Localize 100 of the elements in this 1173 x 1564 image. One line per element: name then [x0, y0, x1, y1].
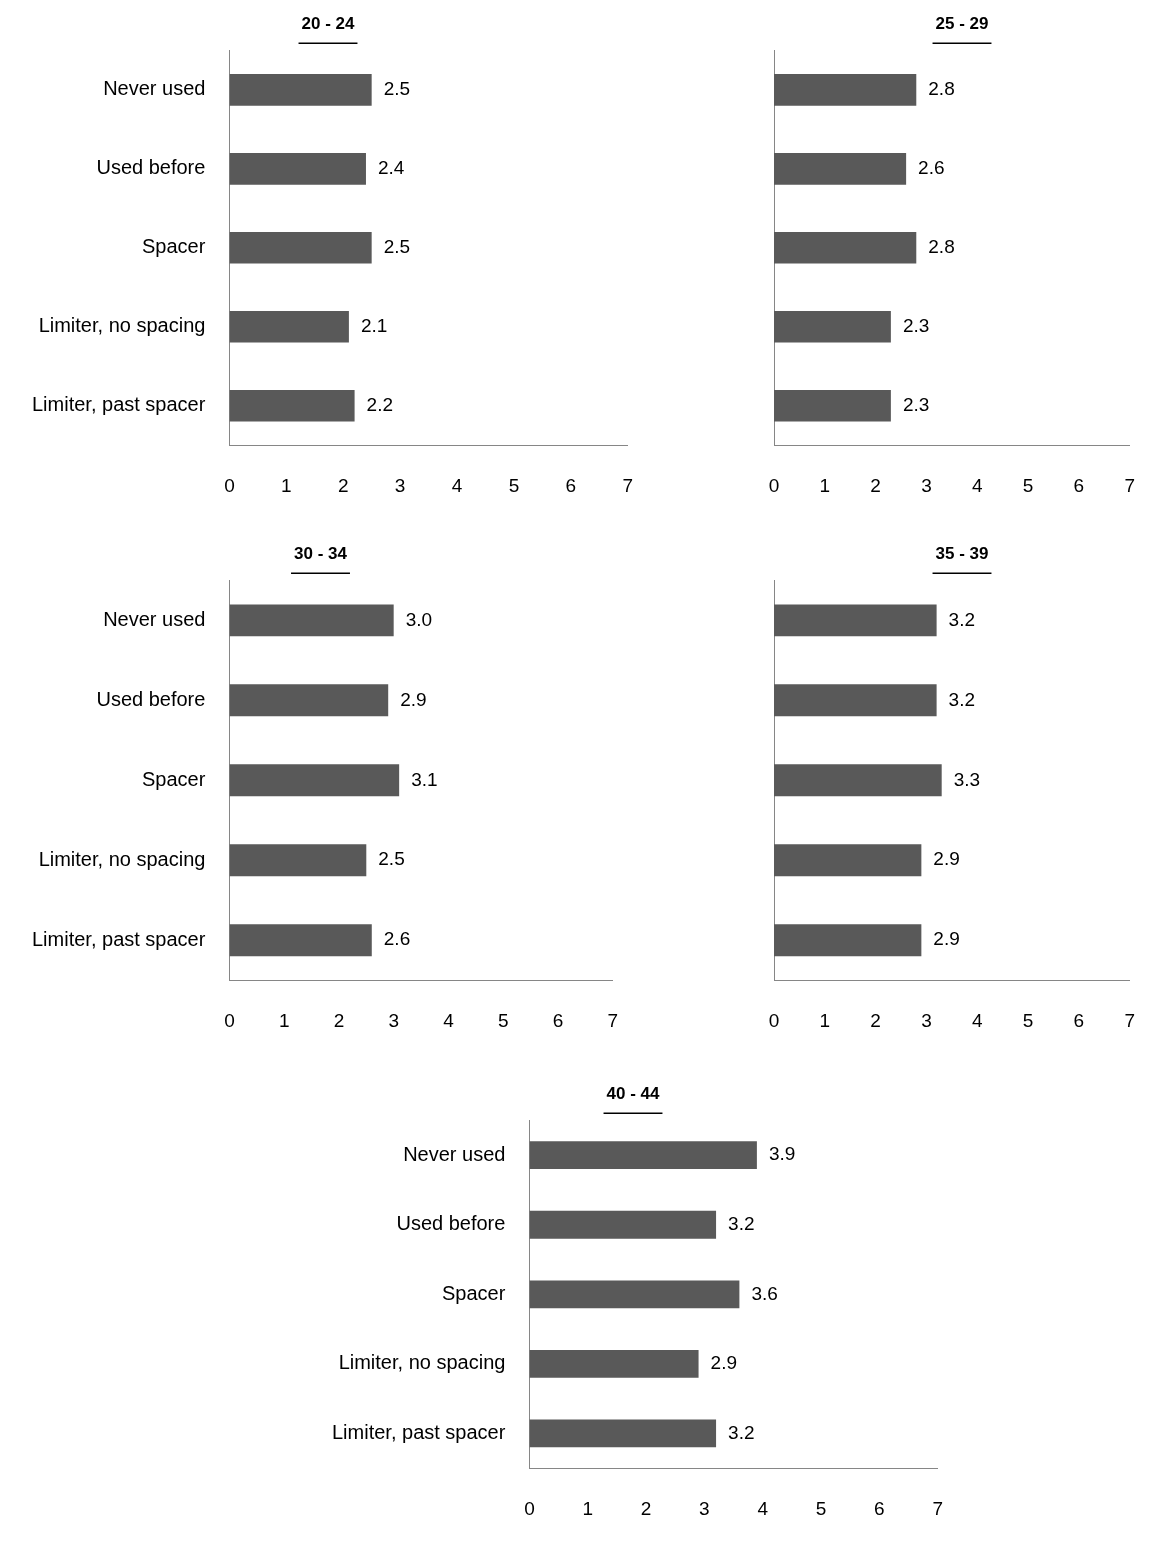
data-label: 3.2	[948, 608, 976, 630]
x-tick-label: 6	[1073, 1009, 1085, 1031]
bar	[229, 604, 394, 637]
data-label: 2.9	[933, 848, 960, 870]
x-tick-label: 7	[607, 1009, 619, 1031]
bar	[229, 74, 372, 106]
bar	[229, 310, 349, 343]
x-tick-label: 6	[565, 474, 577, 496]
bar	[774, 844, 922, 877]
y-tick-label: Spacer	[442, 1281, 506, 1304]
x-tick-label: 2	[337, 474, 349, 496]
data-label: 3.2	[728, 1212, 755, 1234]
chart-title: 35 - 39	[935, 543, 989, 563]
bar	[229, 764, 400, 797]
chart-title: 30 - 34	[294, 543, 348, 563]
y-tick-label: Limiter, no spacing	[338, 1351, 506, 1374]
x-tick-label: 0	[224, 474, 235, 496]
x-tick-label: 2	[870, 1009, 881, 1031]
bar	[774, 604, 937, 637]
bar	[229, 153, 366, 185]
y-tick-label: Used before	[396, 1212, 506, 1235]
y-tick-label: Limiter, no spacing	[38, 847, 206, 870]
chart-title: 40 - 44	[606, 1083, 660, 1103]
x-tick-label: 5	[815, 1497, 827, 1519]
data-label: 3.0	[405, 608, 433, 630]
x-tick-label: 2	[333, 1009, 345, 1031]
bar	[774, 924, 922, 957]
bar	[529, 1280, 740, 1309]
data-label: 2.3	[902, 393, 930, 415]
data-label: 2.5	[378, 848, 405, 870]
y-tick-label: Never used	[403, 1142, 506, 1165]
y-tick-label: Used before	[96, 687, 206, 710]
y-tick-label: Limiter, past spacer	[31, 393, 206, 416]
data-label: 2.9	[933, 928, 960, 950]
x-tick-label: 7	[1124, 1009, 1136, 1031]
data-label: 2.3	[902, 314, 930, 336]
data-label: 3.2	[948, 688, 976, 710]
data-label: 2.5	[383, 236, 411, 258]
y-tick-label: Never used	[103, 607, 206, 630]
x-tick-label: 4	[451, 474, 463, 496]
bar	[529, 1210, 717, 1239]
data-label: 3.2	[728, 1421, 755, 1443]
y-tick-label: Never used	[103, 77, 206, 100]
x-tick-label: 3	[394, 474, 406, 496]
bar	[529, 1141, 757, 1170]
data-label: 2.8	[928, 78, 955, 100]
data-label: 3.1	[411, 768, 438, 790]
data-label: 2.6	[383, 928, 411, 950]
bar	[529, 1419, 717, 1448]
x-tick-label: 5	[1022, 1009, 1034, 1031]
bar	[774, 684, 937, 717]
data-label: 3.9	[768, 1143, 796, 1165]
bar	[529, 1349, 699, 1378]
x-tick-label: 1	[819, 1009, 831, 1031]
x-tick-label: 1	[278, 1009, 290, 1031]
x-tick-label: 2	[640, 1497, 652, 1519]
y-tick-label: Spacer	[142, 235, 206, 258]
x-tick-label: 5	[497, 1009, 509, 1031]
x-tick-label: 3	[921, 1009, 932, 1031]
bar	[229, 844, 367, 877]
x-tick-label: 6	[552, 1009, 564, 1031]
x-tick-label: 4	[971, 1009, 983, 1031]
y-tick-label: Limiter, past spacer	[31, 927, 206, 950]
x-tick-label: 7	[932, 1497, 944, 1519]
data-label: 2.1	[360, 314, 388, 336]
x-tick-label: 1	[281, 474, 292, 496]
x-tick-label: 7	[1124, 474, 1136, 496]
x-tick-label: 0	[224, 1009, 235, 1031]
bar	[774, 764, 942, 797]
x-tick-label: 1	[819, 474, 831, 496]
x-tick-label: 0	[524, 1497, 535, 1519]
x-tick-label: 0	[768, 474, 780, 496]
bar	[229, 684, 389, 717]
data-label: 2.9	[400, 688, 427, 710]
data-label: 2.9	[710, 1352, 737, 1374]
y-tick-label: Spacer	[142, 767, 206, 790]
data-label: 3.3	[953, 768, 981, 790]
data-label: 2.2	[366, 393, 394, 415]
x-tick-label: 7	[622, 474, 634, 496]
chart-title: 25 - 29	[935, 13, 989, 33]
x-tick-label: 1	[582, 1497, 594, 1519]
x-tick-label: 0	[768, 1009, 780, 1031]
data-label: 2.5	[383, 78, 411, 100]
x-tick-label: 4	[443, 1009, 455, 1031]
x-tick-label: 3	[921, 474, 932, 496]
x-tick-label: 4	[757, 1497, 769, 1519]
x-tick-label: 5	[1022, 474, 1034, 496]
data-label: 2.4	[377, 157, 405, 179]
bar	[229, 389, 355, 422]
data-label: 2.8	[928, 236, 955, 258]
x-tick-label: 6	[874, 1497, 885, 1519]
data-label: 2.6	[918, 157, 945, 179]
data-label: 3.6	[751, 1282, 778, 1304]
x-tick-label: 3	[699, 1497, 710, 1519]
y-tick-label: Limiter, past spacer	[331, 1420, 506, 1443]
x-tick-label: 6	[1073, 474, 1085, 496]
chart-title: 20 - 24	[301, 13, 355, 33]
x-tick-label: 5	[508, 474, 520, 496]
x-tick-label: 4	[971, 474, 983, 496]
x-tick-label: 3	[388, 1009, 399, 1031]
